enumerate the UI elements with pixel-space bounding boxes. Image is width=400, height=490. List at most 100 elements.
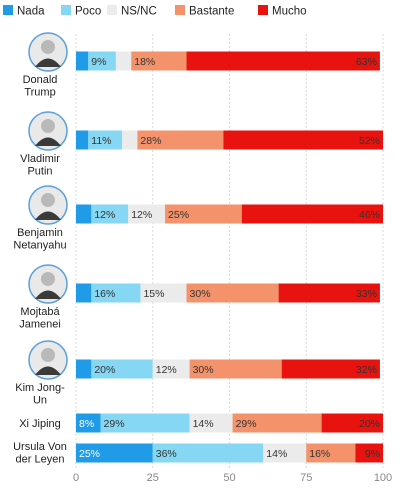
x-axis: 0 25 50 75 100 [73, 472, 392, 484]
category-label: Kim Jong- [15, 382, 65, 394]
legend-label-mucho: Mucho [272, 6, 307, 18]
data-label-poco: 29% [104, 418, 125, 430]
category-label: Benjamin [17, 227, 63, 239]
row-xi-jiping: Xi Jiping 8% 29% 14% 29% 20% [19, 413, 383, 433]
bar-segment-nada [76, 283, 92, 303]
tick-label: 75 [300, 472, 312, 484]
data-label-nsnc: 15% [143, 288, 164, 300]
data-label-nsnc: 12% [156, 364, 177, 376]
category-label: Mojtabá [20, 306, 60, 318]
bar-segment-poco [91, 359, 153, 379]
data-label-nsnc: 14% [266, 448, 287, 460]
bar-segment-nada [76, 130, 89, 150]
tick-label: 0 [73, 472, 79, 484]
data-label-bastante: 25% [168, 209, 189, 221]
legend-swatch-poco [61, 5, 71, 15]
tick-label: 25 [147, 472, 159, 484]
bar-segment-nada [76, 359, 92, 379]
bar-segment-mucho [355, 443, 383, 463]
bar-segment-nsnc [128, 204, 166, 224]
data-label-bastante: 30% [190, 288, 211, 300]
data-label-poco: 36% [156, 448, 177, 460]
data-label-nsnc: 12% [131, 209, 152, 221]
category-label: Trump [24, 87, 55, 99]
data-label-mucho: 9% [365, 448, 380, 460]
data-label-bastante: 29% [236, 418, 257, 430]
bar-segment-nsnc [189, 413, 233, 433]
bar-segment-poco [88, 130, 123, 150]
avatar [28, 264, 68, 304]
data-label-mucho: 32% [356, 364, 377, 376]
bar-segment-bastante [131, 51, 187, 71]
data-label-mucho: 63% [356, 56, 377, 68]
data-label-bastante: 18% [134, 56, 155, 68]
bar-segment-mucho [281, 359, 380, 379]
bar-segment-mucho [321, 413, 383, 433]
data-label-bastante: 30% [193, 364, 214, 376]
bar-segment-nsnc [140, 283, 187, 303]
avatar [28, 340, 68, 380]
bar-segment-poco [88, 51, 116, 71]
gridlines [75, 34, 384, 468]
bar-segment-nsnc [115, 51, 132, 71]
legend-label-nada: Nada [17, 6, 45, 18]
bar-segment-mucho [278, 283, 380, 303]
legend-label-poco: Poco [75, 6, 101, 18]
data-label-poco: 11% [91, 135, 111, 147]
category-label: Un [33, 395, 47, 407]
category-label: Vladimir [20, 153, 60, 165]
data-label-nada: 25% [79, 448, 100, 460]
data-label-bastante: 28% [140, 135, 161, 147]
bar-segment-mucho [223, 130, 383, 150]
data-label-mucho: 33% [356, 288, 377, 300]
bar-segment-bastante [189, 359, 282, 379]
legend-label-bastante: Bastante [189, 6, 234, 18]
tick-label: 100 [374, 472, 392, 484]
avatar [28, 185, 68, 225]
data-label-bastante: 16% [309, 448, 330, 460]
category-label: Putin [27, 166, 52, 178]
bar-segment-nsnc [263, 443, 307, 463]
category-label: Xi Jiping [19, 418, 61, 430]
category-label: Netanyahu [13, 240, 66, 252]
bar-segment-poco [152, 443, 264, 463]
bar-segment-poco [100, 413, 190, 433]
row-kim-jong-un: Kim Jong-Un 20% 12% 30% 32% [15, 340, 380, 407]
data-label-mucho: 52% [359, 135, 380, 147]
bar-segment-nada [76, 443, 153, 463]
data-label-mucho: 20% [359, 418, 380, 430]
legend-swatch-nada [3, 5, 13, 15]
bar-segment-poco [91, 204, 129, 224]
bar-segment-bastante [165, 204, 242, 224]
bar-segment-mucho [241, 204, 383, 224]
bar-segment-nsnc [152, 359, 190, 379]
bar-segment-poco [91, 283, 141, 303]
category-label: Donald [23, 74, 58, 86]
data-label-nsnc: 14% [193, 418, 214, 430]
avatar [28, 111, 68, 151]
avatar [28, 32, 68, 72]
legend-swatch-mucho [258, 5, 268, 15]
legend-swatch-bastante [175, 5, 185, 15]
bar-segment-mucho [186, 51, 380, 71]
data-label-poco: 12% [94, 209, 115, 221]
bar-segment-bastante [232, 413, 322, 433]
bar-segment-nada [76, 51, 89, 71]
bar-segment-nsnc [122, 130, 138, 150]
category-label: der Leyen [16, 454, 65, 466]
category-label: Ursula Von [13, 441, 67, 453]
bar-segment-nada [76, 413, 101, 433]
legend: Nada Poco NS/NC Bastante Mucho [3, 5, 307, 18]
legend-label-nsnc: NS/NC [121, 6, 157, 18]
category-label: Jamenei [19, 319, 61, 331]
data-label-poco: 16% [94, 288, 115, 300]
data-label-mucho: 46% [359, 209, 380, 221]
bar-segment-bastante [186, 283, 279, 303]
data-label-poco: 9% [91, 56, 106, 68]
bar-segment-bastante [137, 130, 224, 150]
